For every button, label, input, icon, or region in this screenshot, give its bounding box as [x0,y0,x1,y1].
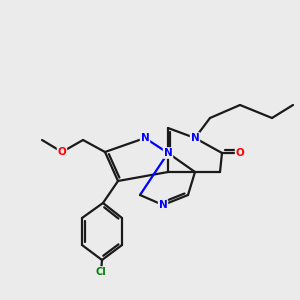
Text: O: O [58,147,66,157]
Text: N: N [159,200,167,210]
Text: O: O [236,148,244,158]
Text: Cl: Cl [96,267,106,277]
Text: N: N [164,148,172,158]
Text: N: N [190,133,200,143]
Text: N: N [141,133,149,143]
